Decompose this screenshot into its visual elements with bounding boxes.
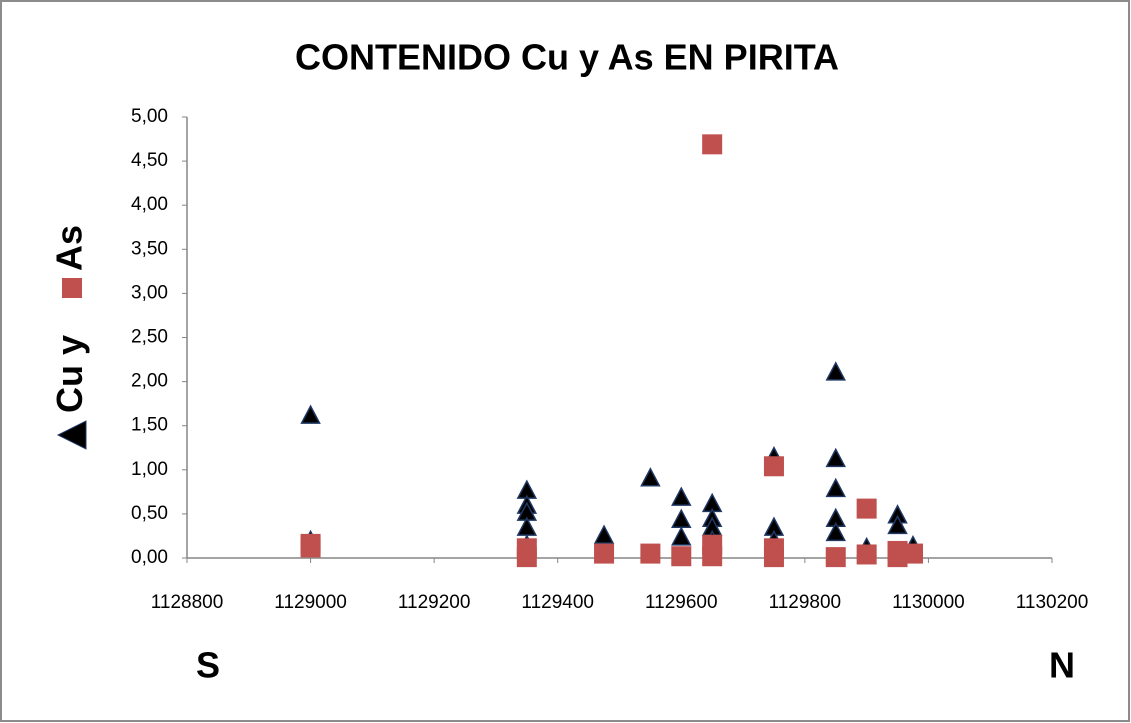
y-tick-label: 1,50: [131, 415, 168, 436]
point: [825, 447, 846, 468]
y-tick-label: 4,00: [131, 194, 168, 215]
point: [902, 543, 923, 564]
annotation: N: [1049, 645, 1075, 686]
x-tick-label: 1129200: [398, 592, 471, 613]
point: [856, 544, 877, 565]
legend-label: As: [49, 225, 90, 271]
point: [825, 547, 846, 568]
point: [825, 521, 846, 542]
point: [671, 526, 692, 546]
y-tick-label: 3,50: [131, 238, 168, 259]
legend-marker: [56, 420, 87, 450]
point: [763, 456, 784, 477]
point: [594, 543, 615, 564]
y-tick-label: 3,00: [131, 282, 168, 303]
point: [763, 547, 784, 568]
point: [825, 477, 846, 498]
point: [516, 547, 537, 568]
annotation: S: [196, 645, 220, 686]
y-tick-label: 4,50: [131, 150, 168, 171]
y-tick-label: 1,00: [131, 459, 168, 480]
point: [887, 514, 908, 535]
point: [300, 404, 321, 424]
x-tick-label: 1129400: [521, 592, 594, 613]
chart-title: CONTENIDO Cu y As EN PIRITA: [295, 37, 839, 78]
point: [887, 547, 908, 568]
y-tick-label: 2,50: [131, 327, 168, 348]
x-tick-label: 1129600: [645, 592, 718, 613]
point: [671, 546, 692, 567]
point: [702, 134, 723, 155]
point: [702, 546, 723, 567]
y-tick-label: 0,00: [131, 547, 168, 568]
y-axis-label-text: Cu y: [49, 335, 90, 413]
legend-label: Cu: [49, 365, 90, 413]
point: [640, 467, 661, 487]
point: [300, 537, 321, 558]
y-tick-label: 2,00: [131, 371, 168, 392]
x-tick-label: 1130200: [1016, 592, 1089, 613]
x-tick-label: 1129000: [274, 592, 347, 613]
y-tick-label: 0,50: [131, 503, 168, 524]
x-tick-label: 1129800: [769, 592, 842, 613]
y-tick-label: 5,00: [131, 106, 168, 127]
point: [593, 524, 615, 544]
point: [856, 498, 877, 519]
point: [671, 486, 692, 506]
y-axis-label: Cu y As: [49, 225, 90, 450]
x-tick-label: 1128800: [151, 592, 224, 613]
y-axis-label-connector: y: [49, 335, 90, 355]
legend-marker: [62, 278, 82, 298]
point: [640, 543, 661, 564]
point: [825, 361, 846, 381]
x-tick-label: 1130000: [892, 592, 965, 613]
